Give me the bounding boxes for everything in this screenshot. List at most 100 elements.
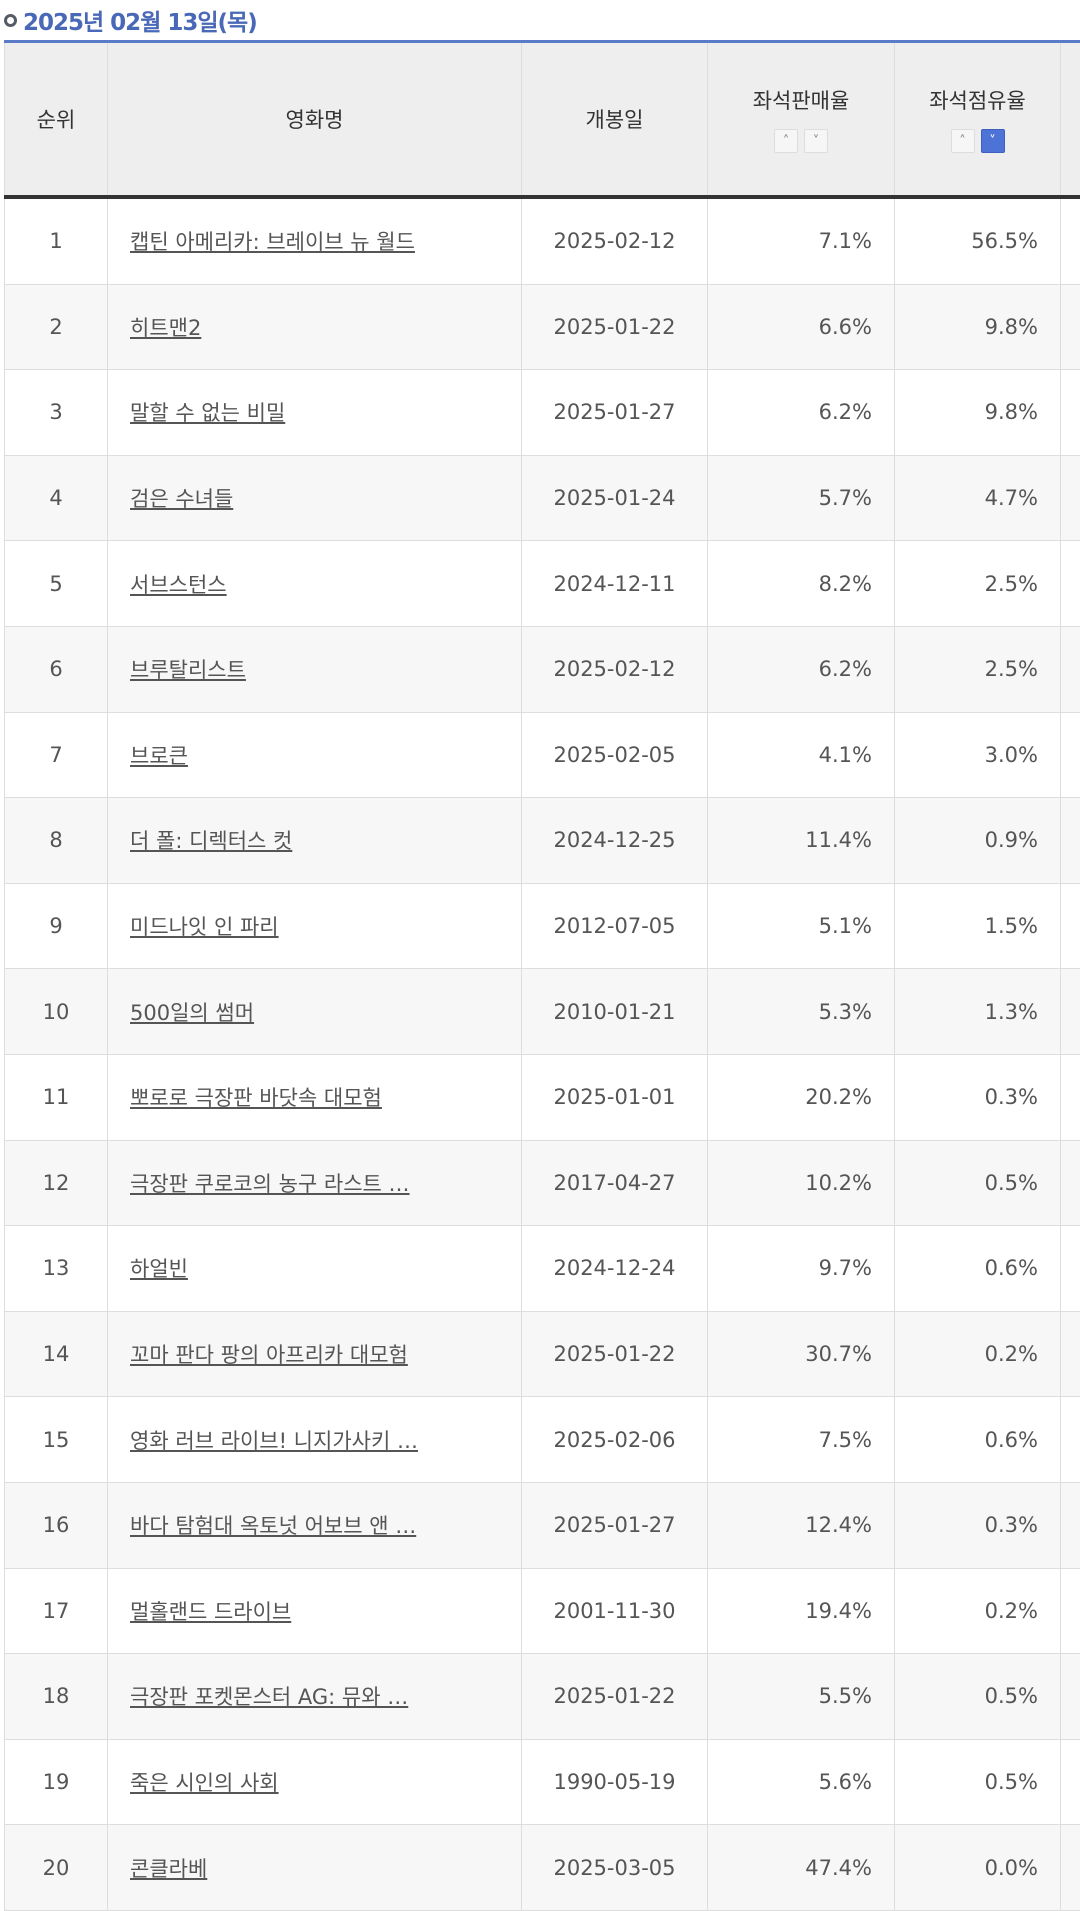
extra-cell — [1061, 455, 1080, 541]
extra-cell — [1061, 284, 1080, 370]
sort-desc-share-button[interactable]: ˅ — [981, 129, 1005, 153]
movie-title-link[interactable]: 극장판 포켓몬스터 AG: 뮤와 … — [130, 1685, 408, 1709]
table-row: 11 뽀로로 극장판 바닷속 대모험 2025-01-01 20.2% 0.3% — [5, 1054, 1080, 1140]
share-rate-cell: 56.5% — [895, 197, 1061, 284]
table-row: 19 죽은 시인의 사회 1990-05-19 5.6% 0.5% — [5, 1739, 1080, 1825]
open-date-cell: 2025-01-27 — [522, 1482, 708, 1568]
header-sales-rate-label: 좌석판매율 — [709, 85, 893, 115]
rank-cell: 5 — [5, 541, 108, 627]
sales-rate-cell: 5.5% — [708, 1654, 895, 1740]
movie-title-link[interactable]: 500일의 썸머 — [130, 1001, 254, 1025]
title-cell: 캡틴 아메리카: 브레이브 뉴 월드 — [108, 197, 522, 284]
table-row: 1 캡틴 아메리카: 브레이브 뉴 월드 2025-02-12 7.1% 56.… — [5, 197, 1080, 284]
movie-title-link[interactable]: 말할 수 없는 비밀 — [130, 401, 285, 425]
sort-desc-sales-button[interactable]: ˅ — [804, 129, 828, 153]
rank-cell: 9 — [5, 883, 108, 969]
open-date-cell: 2025-02-06 — [522, 1397, 708, 1483]
open-date-cell: 2017-04-27 — [522, 1140, 708, 1226]
rank-cell: 19 — [5, 1739, 108, 1825]
open-date-cell: 2025-01-22 — [522, 1654, 708, 1740]
header-extra — [1061, 42, 1080, 198]
share-rate-cell: 0.2% — [895, 1568, 1061, 1654]
movie-title-link[interactable]: 극장판 쿠로코의 농구 라스트 … — [130, 1172, 410, 1196]
movie-title-link[interactable]: 캡틴 아메리카: 브레이브 뉴 월드 — [130, 230, 415, 254]
rank-cell: 16 — [5, 1482, 108, 1568]
rank-cell: 12 — [5, 1140, 108, 1226]
movie-title-link[interactable]: 꼬마 판다 팡의 아프리카 대모험 — [130, 1343, 408, 1367]
open-date-cell: 2025-01-27 — [522, 370, 708, 456]
share-rate-cell: 0.6% — [895, 1397, 1061, 1483]
open-date-cell: 2012-07-05 — [522, 883, 708, 969]
table-header-row: 순위 영화명 개봉일 좌석판매율 ˄ ˅ 좌석점유율 ˄ ˅ — [5, 42, 1080, 198]
sales-rate-cell: 5.7% — [708, 455, 895, 541]
movie-title-link[interactable]: 브로큰 — [130, 744, 188, 768]
rank-cell: 4 — [5, 455, 108, 541]
sales-rate-cell: 5.1% — [708, 883, 895, 969]
movie-title-link[interactable]: 바다 탐험대 옥토넛 어보브 앤 … — [130, 1514, 416, 1538]
table-row: 3 말할 수 없는 비밀 2025-01-27 6.2% 9.8% — [5, 370, 1080, 456]
movie-title-link[interactable]: 멀홀랜드 드라이브 — [130, 1600, 291, 1624]
extra-cell — [1061, 1482, 1080, 1568]
movie-title-link[interactable]: 히트맨2 — [130, 316, 201, 340]
share-rate-cell: 0.9% — [895, 798, 1061, 884]
share-rate-cell: 0.3% — [895, 1482, 1061, 1568]
box-office-table: 순위 영화명 개봉일 좌석판매율 ˄ ˅ 좌석점유율 ˄ ˅ 1 캡틴 아메리카… — [4, 40, 1080, 1911]
share-rate-cell: 2.5% — [895, 626, 1061, 712]
movie-title-link[interactable]: 검은 수녀들 — [130, 487, 233, 511]
extra-cell — [1061, 1140, 1080, 1226]
open-date-cell: 1990-05-19 — [522, 1739, 708, 1825]
title-cell: 말할 수 없는 비밀 — [108, 370, 522, 456]
movie-title-link[interactable]: 하얼빈 — [130, 1257, 188, 1281]
extra-cell — [1061, 1568, 1080, 1654]
sales-rate-cell: 20.2% — [708, 1054, 895, 1140]
rank-cell: 18 — [5, 1654, 108, 1740]
movie-title-link[interactable]: 미드나잇 인 파리 — [130, 915, 279, 939]
date-heading: 2025년 02월 13일(목) — [0, 0, 1080, 40]
title-cell: 미드나잇 인 파리 — [108, 883, 522, 969]
movie-title-link[interactable]: 죽은 시인의 사회 — [130, 1771, 279, 1795]
extra-cell — [1061, 798, 1080, 884]
table-row: 15 영화 러브 라이브! 니지가사키 … 2025-02-06 7.5% 0.… — [5, 1397, 1080, 1483]
movie-title-link[interactable]: 서브스턴스 — [130, 573, 227, 597]
sales-rate-cell: 6.2% — [708, 626, 895, 712]
share-rate-cell: 2.5% — [895, 541, 1061, 627]
title-cell: 500일의 썸머 — [108, 969, 522, 1055]
extra-cell — [1061, 1654, 1080, 1740]
movie-title-link[interactable]: 더 폴: 디렉터스 컷 — [130, 829, 292, 853]
sales-rate-cell: 7.5% — [708, 1397, 895, 1483]
table-row: 10 500일의 썸머 2010-01-21 5.3% 1.3% — [5, 969, 1080, 1055]
table-row: 5 서브스턴스 2024-12-11 8.2% 2.5% — [5, 541, 1080, 627]
open-date-cell: 2010-01-21 — [522, 969, 708, 1055]
table-row: 17 멀홀랜드 드라이브 2001-11-30 19.4% 0.2% — [5, 1568, 1080, 1654]
share-rate-cell: 0.6% — [895, 1226, 1061, 1312]
title-cell: 멀홀랜드 드라이브 — [108, 1568, 522, 1654]
sales-rate-cell: 12.4% — [708, 1482, 895, 1568]
title-cell: 꼬마 판다 팡의 아프리카 대모험 — [108, 1311, 522, 1397]
rank-cell: 6 — [5, 626, 108, 712]
movie-title-link[interactable]: 뽀로로 극장판 바닷속 대모험 — [130, 1086, 382, 1110]
extra-cell — [1061, 541, 1080, 627]
share-rate-cell: 4.7% — [895, 455, 1061, 541]
rank-cell: 3 — [5, 370, 108, 456]
sort-asc-sales-button[interactable]: ˄ — [774, 129, 798, 153]
sort-asc-share-button[interactable]: ˄ — [951, 129, 975, 153]
movie-title-link[interactable]: 브루탈리스트 — [130, 658, 246, 682]
title-cell: 더 폴: 디렉터스 컷 — [108, 798, 522, 884]
extra-cell — [1061, 1054, 1080, 1140]
extra-cell — [1061, 969, 1080, 1055]
sales-rate-cell: 6.6% — [708, 284, 895, 370]
share-rate-cell: 0.2% — [895, 1311, 1061, 1397]
share-rate-cell: 3.0% — [895, 712, 1061, 798]
table-row: 4 검은 수녀들 2025-01-24 5.7% 4.7% — [5, 455, 1080, 541]
sales-rate-cell: 30.7% — [708, 1311, 895, 1397]
movie-title-link[interactable]: 콘클라베 — [130, 1857, 207, 1881]
rank-cell: 13 — [5, 1226, 108, 1312]
movie-title-link[interactable]: 영화 러브 라이브! 니지가사키 … — [130, 1429, 418, 1453]
title-cell: 검은 수녀들 — [108, 455, 522, 541]
open-date-cell: 2025-02-12 — [522, 626, 708, 712]
title-cell: 뽀로로 극장판 바닷속 대모험 — [108, 1054, 522, 1140]
extra-cell — [1061, 1311, 1080, 1397]
header-title: 영화명 — [108, 42, 522, 198]
table-row: 14 꼬마 판다 팡의 아프리카 대모험 2025-01-22 30.7% 0.… — [5, 1311, 1080, 1397]
rank-cell: 10 — [5, 969, 108, 1055]
